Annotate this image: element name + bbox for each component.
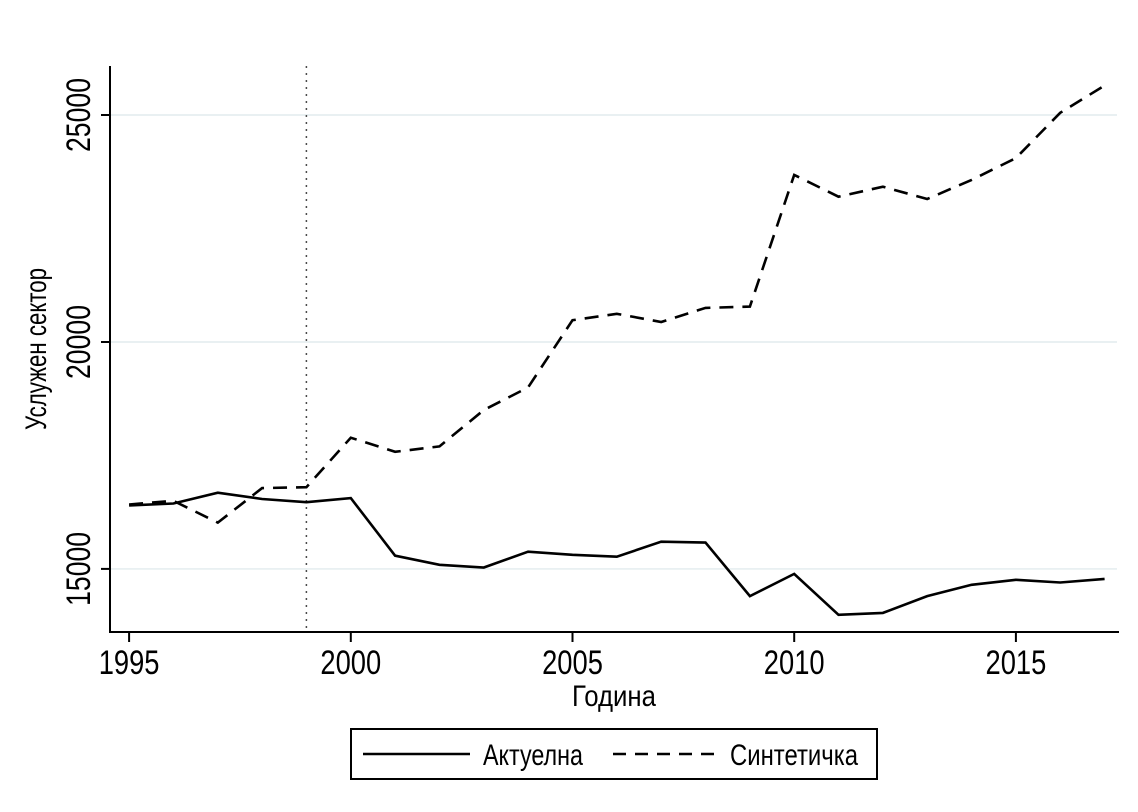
series-lines (128, 84, 1106, 617)
legend-label-synthetic: Синтетичка (730, 739, 858, 772)
gridlines (111, 114, 1117, 570)
y-tick-label-15000: 15000 (60, 532, 98, 606)
x-axis-title: Година (572, 680, 656, 713)
legend-label-actual: Актуелна (483, 739, 583, 772)
x-tick-label-2015: 2015 (986, 644, 1047, 682)
axes (109, 66, 1119, 633)
x-tick-label-2000: 2000 (320, 644, 381, 682)
y-axis-title: Услужен сектор (20, 268, 53, 430)
x-tick-label-2005: 2005 (542, 644, 603, 682)
legend-box: Актуелна Синтетичка (350, 728, 878, 780)
y-tick-label-20000: 20000 (60, 305, 98, 379)
series-line-synthetic (128, 84, 1106, 525)
y-tick-label-25000: 25000 (60, 78, 98, 152)
series-line-actual (129, 491, 1105, 617)
tick-marks (101, 114, 1017, 642)
tick-labels: 15000 20000 25000 1995 2000 2005 2010 2015 (60, 78, 1046, 682)
x-tick-label-1995: 1995 (99, 644, 160, 682)
x-tick-label-2010: 2010 (764, 644, 825, 682)
